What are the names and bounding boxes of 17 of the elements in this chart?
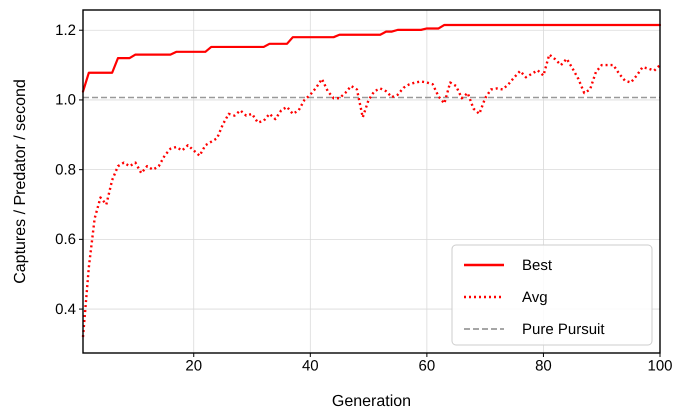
legend-label: Pure Pursuit: [522, 321, 606, 338]
line-series: [82, 24, 662, 93]
x-tick-label: 40: [302, 358, 319, 375]
y-tick-label: 0.8: [55, 161, 76, 178]
y-tick-label: 0.4: [55, 300, 76, 318]
x-tick-label: 20: [185, 358, 202, 375]
y-tick-label: 1.0: [55, 92, 76, 109]
legend-label: Avg: [522, 289, 548, 306]
legend-label: Best: [522, 257, 553, 274]
x-axis-title: Generation: [332, 393, 412, 410]
x-tick-label: 100: [647, 358, 673, 375]
x-tick-label: 80: [535, 358, 552, 375]
y-tick-label: 1.2: [55, 22, 76, 40]
y-axis-title: Captures / Predator / second: [12, 79, 29, 284]
y-tick-label: 0.6: [55, 231, 76, 248]
line-series: [82, 53, 662, 338]
x-tick-label: 60: [418, 358, 436, 375]
